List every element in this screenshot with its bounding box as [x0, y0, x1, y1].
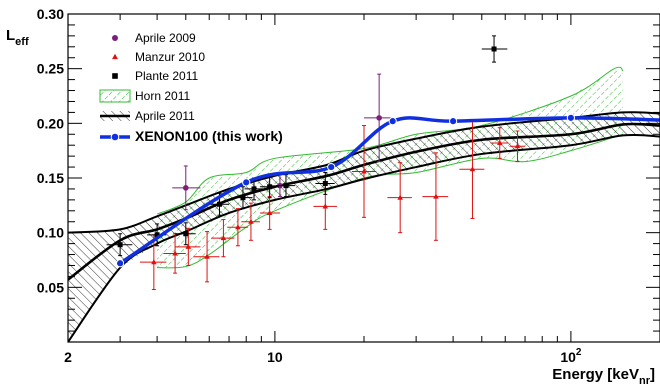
x-tick-label: 10	[267, 349, 283, 365]
y-tick-label: 0.20	[37, 115, 64, 131]
legend-item-manzur-2010: Manzur 2010	[112, 50, 205, 64]
data-point	[172, 250, 178, 256]
x-axis: 2 10 102	[64, 14, 660, 365]
data-point	[266, 209, 273, 216]
legend-marker	[112, 53, 118, 60]
data-point	[397, 194, 403, 200]
legend-item-xenon100-this-work: XENON100 (this work)	[100, 128, 283, 144]
data-point	[220, 235, 227, 241]
legend: Aprile 2009 Manzur 2010 Plante 2011 Horn 20…	[99, 31, 283, 144]
data-point	[327, 162, 336, 172]
data-point	[182, 185, 189, 191]
y-tick-label: 0.05	[37, 279, 64, 295]
x-tick-label: 102	[560, 347, 582, 365]
legend-item-aprile-2009: Aprile 2009	[112, 31, 196, 45]
y-tick-label: 0.10	[37, 225, 64, 241]
data-point	[433, 193, 439, 199]
y-tick-label: 0.15	[37, 170, 64, 186]
data-point	[469, 166, 476, 172]
data-point	[117, 242, 123, 248]
legend-label: Manzur 2010	[135, 50, 205, 64]
data-point	[116, 259, 125, 268]
data-point	[491, 46, 497, 52]
data-point	[322, 203, 329, 209]
legend-label: Aprile 2009	[135, 31, 196, 45]
data-point	[361, 168, 367, 174]
legend-marker	[112, 73, 118, 79]
data-point	[566, 113, 575, 122]
legend-swatch	[99, 89, 131, 103]
legend-item-plante-2011: Plante 2011	[112, 69, 198, 83]
legend-label: Aprile 2011	[135, 109, 195, 123]
data-point	[283, 183, 289, 189]
legend-marker	[110, 132, 120, 142]
data-point	[242, 178, 251, 187]
data-point	[235, 224, 241, 230]
legend-label: XENON100 (this work)	[135, 128, 283, 144]
data-point	[185, 243, 192, 249]
plot-area	[68, 35, 660, 342]
data-point	[388, 117, 397, 126]
axes: 2 10 102 0.05 0.10 0.15 0.20 0.25 0.30	[37, 6, 660, 365]
y-axis: 0.05 0.10 0.15 0.20 0.25 0.30	[37, 6, 660, 343]
legend-item-horn-2011: Horn 2011	[99, 89, 190, 103]
data-point	[204, 253, 210, 259]
y-tick-label: 0.30	[37, 6, 64, 22]
data-point	[151, 259, 157, 265]
data-point	[240, 195, 246, 201]
xenon100-series	[116, 113, 660, 268]
legend-marker	[112, 35, 118, 41]
data-point	[248, 218, 254, 224]
y-tick-label: 0.25	[37, 61, 64, 77]
data-point	[154, 232, 160, 238]
data-point	[322, 180, 328, 186]
legend-label: Horn 2011	[135, 89, 190, 103]
data-point	[376, 115, 382, 121]
x-axis-title: Energy [keVnr]	[552, 366, 655, 387]
legend-item-aprile-2011: Aprile 2011	[100, 109, 195, 123]
data-point	[251, 186, 257, 192]
manzur-2010-series	[139, 119, 526, 291]
legend-label: Plante 2011	[135, 69, 198, 83]
data-point	[496, 139, 503, 146]
y-axis-title: Leff	[6, 27, 29, 48]
data-point	[514, 143, 521, 149]
data-point	[267, 184, 273, 190]
data-point	[183, 231, 189, 237]
data-point	[217, 201, 223, 207]
x-tick-label: 2	[64, 349, 72, 365]
aprile-2011-band-lower	[68, 133, 660, 342]
data-point	[449, 117, 458, 126]
